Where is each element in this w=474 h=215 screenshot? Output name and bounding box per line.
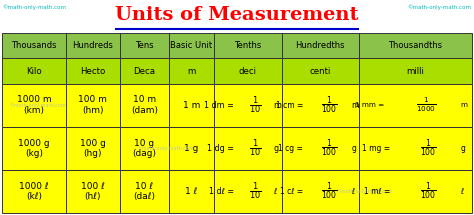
Bar: [169, 84, 213, 127]
Text: 1000 g
(kg): 1000 g (kg): [18, 138, 50, 158]
Text: 1000 ℓ
(kℓ): 1000 ℓ (kℓ): [19, 182, 49, 201]
Text: 1 dm =: 1 dm =: [204, 101, 234, 110]
Bar: [120, 58, 169, 84]
Bar: [66, 127, 120, 170]
Text: ©math-only-math.com: ©math-only-math.com: [137, 145, 194, 151]
Text: Hundredths: Hundredths: [296, 41, 345, 50]
Text: Thousandths: Thousandths: [388, 41, 442, 50]
Text: deci: deci: [238, 66, 256, 75]
Text: m: m: [460, 102, 467, 108]
Text: $\frac{1}{100}$: $\frac{1}{100}$: [321, 181, 338, 202]
Bar: [213, 84, 282, 127]
Bar: [282, 127, 359, 170]
Bar: [2, 33, 66, 58]
Text: $\frac{1}{1000}$: $\frac{1}{1000}$: [416, 96, 437, 114]
Text: milli: milli: [406, 66, 424, 75]
Text: 10 g
(dag): 10 g (dag): [132, 138, 156, 158]
Text: $\frac{1}{100}$: $\frac{1}{100}$: [321, 94, 338, 116]
Bar: [66, 170, 120, 213]
Bar: [282, 33, 359, 58]
Text: $\frac{1}{100}$: $\frac{1}{100}$: [321, 137, 338, 159]
Bar: [120, 127, 169, 170]
Text: ℓ: ℓ: [460, 187, 464, 196]
Text: Thousands: Thousands: [11, 41, 57, 50]
Text: m: m: [351, 101, 359, 110]
Text: Hundreds: Hundreds: [72, 41, 113, 50]
Bar: [169, 127, 213, 170]
Text: g: g: [460, 144, 465, 153]
Text: 1 mm =: 1 mm =: [355, 102, 384, 108]
Bar: [2, 84, 66, 127]
Bar: [169, 58, 213, 84]
Text: 1 dg =: 1 dg =: [207, 144, 234, 153]
Text: 1 mg =: 1 mg =: [363, 144, 391, 153]
Bar: [2, 127, 66, 170]
Text: m: m: [273, 101, 282, 110]
Text: 100 ℓ
(hℓ): 100 ℓ (hℓ): [81, 182, 105, 201]
Text: ℓ: ℓ: [351, 187, 355, 196]
Bar: [2, 170, 66, 213]
Text: $\frac{1}{10}$: $\frac{1}{10}$: [249, 180, 262, 202]
Bar: [359, 127, 472, 170]
Text: ℓ: ℓ: [273, 187, 277, 196]
Bar: [66, 33, 120, 58]
Text: ©math-only-math.com: ©math-only-math.com: [2, 4, 66, 10]
Text: 10 ℓ
(daℓ): 10 ℓ (daℓ): [133, 182, 155, 201]
Bar: [359, 58, 472, 84]
Bar: [213, 127, 282, 170]
Text: Tens: Tens: [135, 41, 154, 50]
Bar: [213, 33, 282, 58]
Text: 1 dℓ =: 1 dℓ =: [209, 187, 234, 196]
Bar: [169, 170, 213, 213]
Text: $\frac{1}{10}$: $\frac{1}{10}$: [249, 94, 262, 116]
Bar: [282, 170, 359, 213]
Bar: [359, 33, 472, 58]
Text: Deca: Deca: [133, 66, 155, 75]
Text: 1 m: 1 m: [182, 101, 200, 110]
Text: $\frac{1}{10}$: $\frac{1}{10}$: [249, 137, 262, 159]
Bar: [213, 58, 282, 84]
Text: Kilo: Kilo: [26, 66, 42, 75]
Text: 1 cℓ =: 1 cℓ =: [280, 187, 303, 196]
Text: 1000 m
(km): 1000 m (km): [17, 95, 51, 115]
Text: Units of Measurement: Units of Measurement: [115, 6, 359, 25]
Text: Tenths: Tenths: [234, 41, 261, 50]
Bar: [213, 170, 282, 213]
Text: 1 cm =: 1 cm =: [276, 101, 303, 110]
Text: g: g: [351, 144, 356, 153]
Bar: [359, 84, 472, 127]
Text: 1 mℓ =: 1 mℓ =: [364, 187, 391, 196]
Bar: [359, 170, 472, 213]
Text: 1 ℓ: 1 ℓ: [185, 187, 198, 196]
Bar: [282, 84, 359, 127]
Text: $\frac{1}{100}$: $\frac{1}{100}$: [420, 137, 438, 159]
Bar: [120, 33, 169, 58]
Text: $\frac{1}{100}$: $\frac{1}{100}$: [420, 181, 438, 202]
Bar: [66, 84, 120, 127]
Text: ©math-only-math.com: ©math-only-math.com: [408, 4, 472, 10]
Bar: [169, 33, 213, 58]
Bar: [66, 58, 120, 84]
Bar: [120, 84, 169, 127]
Text: 1 cg =: 1 cg =: [278, 144, 303, 153]
Text: 10 m
(dam): 10 m (dam): [131, 95, 158, 115]
Bar: [120, 170, 169, 213]
Text: 1 g: 1 g: [184, 144, 199, 153]
Text: Hecto: Hecto: [80, 66, 105, 75]
Text: Basic Unit: Basic Unit: [170, 41, 212, 50]
Text: m: m: [187, 66, 195, 75]
Text: ©math-only-math.com: ©math-only-math.com: [337, 189, 393, 194]
Bar: [282, 58, 359, 84]
Text: g: g: [273, 144, 279, 153]
Text: 100 g
(hg): 100 g (hg): [80, 138, 106, 158]
Text: ©math-only-math.com: ©math-only-math.com: [9, 102, 66, 108]
Text: 100 m
(hm): 100 m (hm): [78, 95, 107, 115]
Text: centi: centi: [310, 66, 331, 75]
Bar: [2, 58, 66, 84]
